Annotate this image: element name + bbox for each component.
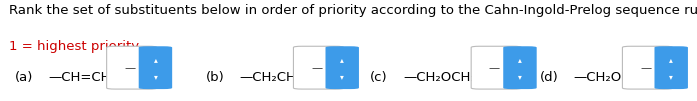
Text: ▾: ▾ — [153, 72, 158, 81]
Text: —: — — [124, 63, 135, 73]
FancyBboxPatch shape — [293, 46, 344, 89]
Text: —CH₂CH₃: —CH₂CH₃ — [239, 71, 301, 84]
Text: —CH=CH₂: —CH=CH₂ — [49, 71, 116, 84]
Text: Rank the set of substituents below in order of priority according to the Cahn-In: Rank the set of substituents below in or… — [9, 4, 697, 17]
Text: —: — — [311, 63, 322, 73]
Text: —CH₂OH: —CH₂OH — [574, 71, 631, 84]
Text: ▾: ▾ — [518, 72, 522, 81]
FancyBboxPatch shape — [622, 46, 673, 89]
FancyBboxPatch shape — [471, 46, 521, 89]
Text: ▴: ▴ — [669, 55, 673, 64]
Text: ▾: ▾ — [340, 72, 344, 81]
Text: —CH₂OCH₃: —CH₂OCH₃ — [403, 71, 475, 84]
Text: 1 = highest priority.: 1 = highest priority. — [9, 40, 141, 53]
FancyBboxPatch shape — [139, 46, 172, 89]
FancyBboxPatch shape — [107, 46, 157, 89]
Text: —: — — [489, 63, 500, 73]
Text: (d): (d) — [540, 71, 559, 84]
Text: ▴: ▴ — [153, 55, 158, 64]
Text: (a): (a) — [15, 71, 33, 84]
FancyBboxPatch shape — [325, 46, 359, 89]
FancyBboxPatch shape — [503, 46, 537, 89]
Text: ▴: ▴ — [518, 55, 522, 64]
Text: (c): (c) — [369, 71, 387, 84]
Text: ▴: ▴ — [340, 55, 344, 64]
Text: ▾: ▾ — [669, 72, 673, 81]
FancyBboxPatch shape — [654, 46, 688, 89]
Text: (b): (b) — [206, 71, 224, 84]
Text: —: — — [640, 63, 651, 73]
